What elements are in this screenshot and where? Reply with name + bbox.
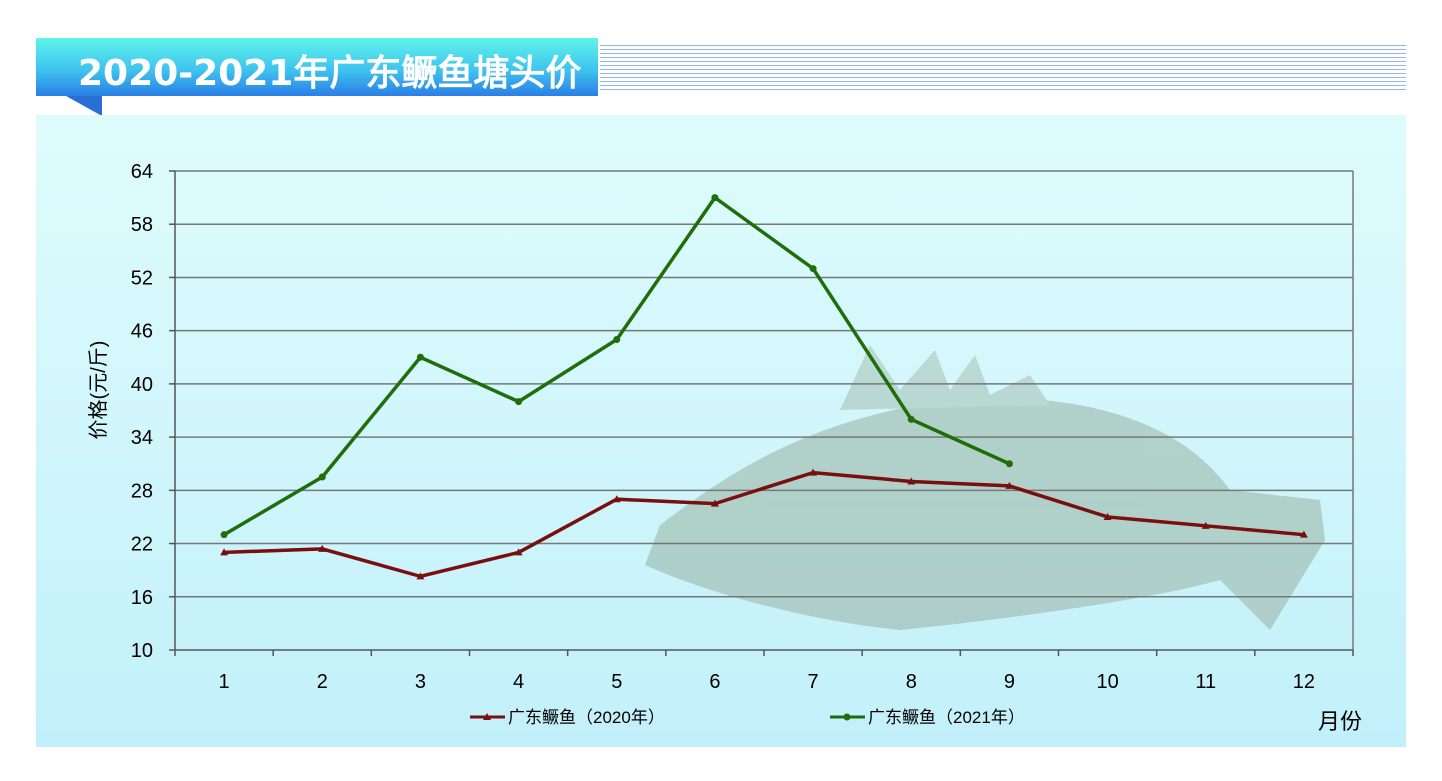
data-point [1299, 530, 1308, 538]
y-tick-label: 52 [131, 267, 153, 289]
data-point [220, 548, 229, 556]
data-point [514, 548, 523, 556]
data-point [416, 353, 424, 361]
x-tick-label: 1 [219, 671, 230, 693]
data-point [318, 544, 327, 552]
chart-title: 2020-2021年广东鳜鱼塘头价 [78, 53, 582, 94]
legend-marker-2021 [843, 713, 851, 721]
x-tick-label: 8 [906, 671, 917, 693]
x-tick-label: 12 [1293, 671, 1315, 693]
decorative-stripes [600, 42, 1406, 92]
x-tick-label: 3 [415, 671, 426, 693]
y-tick-label: 34 [131, 427, 153, 449]
x-tick-label: 4 [513, 671, 524, 693]
data-point [318, 473, 326, 481]
y-tick-label: 46 [131, 321, 153, 343]
data-point [1005, 481, 1014, 489]
data-point [907, 477, 916, 485]
data-point [809, 265, 817, 273]
legend-label-2020: 广东鳜鱼（2020年） [508, 708, 665, 727]
title-banner: 2020-2021年广东鳜鱼塘头价 [36, 38, 598, 96]
legend: 广东鳜鱼（2020年） 广东鳜鱼（2021年） [470, 708, 1025, 727]
x-tick-label: 7 [808, 671, 819, 693]
data-point [1005, 460, 1013, 468]
data-point [710, 499, 719, 507]
legend-marker-2020 [483, 713, 491, 720]
fish-illustration [645, 345, 1325, 630]
data-point [1103, 512, 1112, 520]
data-point [515, 398, 523, 406]
y-tick-label: 40 [131, 374, 153, 396]
y-tick-label: 22 [131, 534, 153, 556]
series-line-2020 [224, 470, 1305, 579]
y-tick-label: 64 [131, 161, 153, 183]
chart-panel [36, 115, 1406, 747]
y-tick-label: 10 [131, 640, 153, 662]
data-point [907, 415, 915, 423]
banner-tail [66, 96, 102, 116]
data-point [612, 495, 621, 503]
data-point [1201, 521, 1210, 529]
x-tick-label: 9 [1004, 671, 1015, 693]
x-tick-label: 10 [1096, 671, 1118, 693]
y-tick-label: 28 [131, 480, 153, 502]
x-tick-label: 6 [709, 671, 720, 693]
y-axis-label: 价格(元/斤) [87, 341, 110, 440]
x-axis-label: 月份 [1318, 709, 1362, 734]
data-point [613, 336, 621, 344]
data-point [220, 531, 228, 539]
y-tick-label: 16 [131, 587, 153, 609]
x-tick-label: 11 [1195, 671, 1216, 693]
legend-label-2021: 广东鳜鱼（2021年） [868, 708, 1025, 727]
y-tick-label: 58 [131, 214, 153, 236]
data-point [809, 468, 818, 476]
x-tick-label: 5 [611, 671, 622, 693]
data-point [711, 194, 719, 202]
x-tick-label: 2 [317, 671, 328, 693]
data-point [416, 572, 425, 580]
